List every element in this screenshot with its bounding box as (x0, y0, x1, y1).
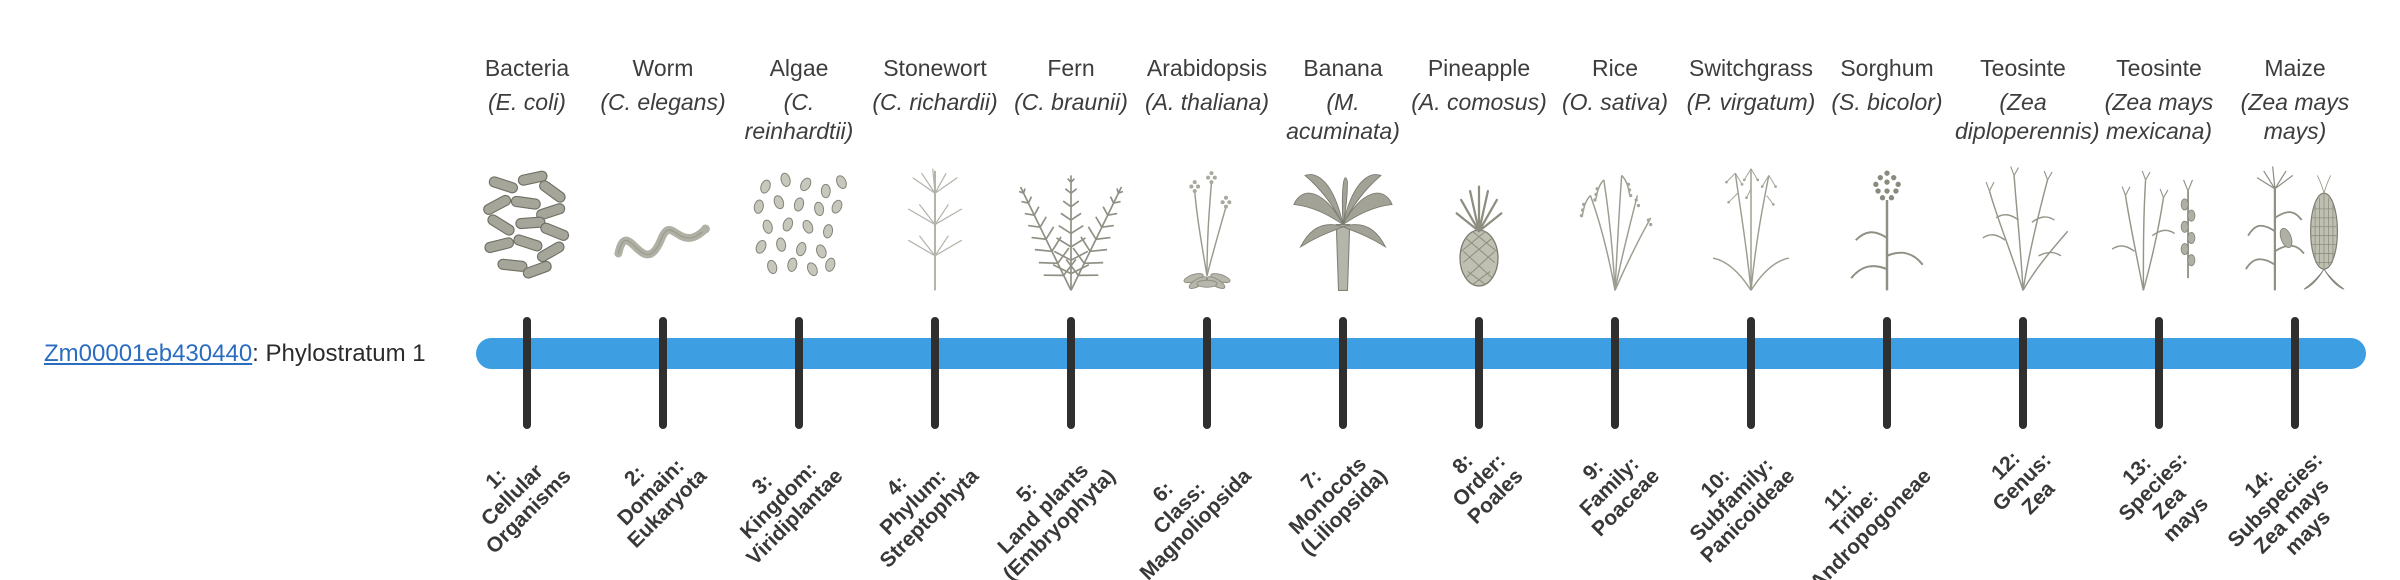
switchgrass-icon (1683, 148, 1819, 296)
fern-icon (1003, 148, 1139, 300)
species-scientific-name: (E. coli) (488, 89, 566, 115)
phylostratum-bar (476, 338, 2366, 369)
stonewort-icon (867, 148, 1003, 296)
species-common-name: Fern (1047, 55, 1095, 81)
strata-label-row: 1: Cellular Organisms 2: Domain: Eukaryo… (459, 432, 2363, 580)
species-column-arabidopsis: Arabidopsis (A. thaliana) (1139, 54, 1275, 296)
species-common-name: Worm (632, 55, 694, 81)
stratum-label-13: 13: Species: Zea mays (2114, 448, 2213, 547)
species-scientific-name: (Zea mays mexicana) (2104, 89, 2214, 144)
teosinte-diploperennis-icon (1955, 148, 2091, 296)
bacteria-icon (459, 148, 595, 296)
species-column-teosinte-diploperennis: Teosinte (Zea diploperennis) (1955, 54, 2100, 296)
stratum-label-12: 12: Genus: Zea (1986, 446, 2060, 520)
species-scientific-name: (C. reinhardtii) (744, 89, 854, 144)
gene-label: Zm00001eb430440: Phylostratum 1 (44, 338, 426, 369)
species-common-name: Pineapple (1427, 55, 1531, 81)
species-column-algae: Algae (C. reinhardtii) (731, 54, 867, 296)
phylostratum-tick-9 (1611, 317, 1619, 429)
species-scientific-name: (Zea diploperennis) (1955, 89, 2100, 144)
species-column-maize: Maize (Zea mays mays) (2227, 54, 2363, 296)
phylostratum-tick-8 (1475, 317, 1483, 429)
species-column-sorghum: Sorghum (S. bicolor) (1819, 54, 1955, 296)
stratum-label-1: 1: Cellular Organisms (477, 459, 576, 559)
worm-icon (595, 148, 731, 296)
species-common-name: Switchgrass (1689, 55, 1813, 81)
species-column-banana: Banana (M. acuminata) (1275, 54, 1411, 296)
pineapple-icon (1411, 148, 1547, 296)
gene-link[interactable]: Zm00001eb430440 (44, 340, 253, 367)
phylostratum-tick-12 (2019, 317, 2027, 429)
stratum-label-3: 3: Kingdom: Viridiplantae (736, 458, 848, 570)
stratum-label-8: 8: Order: Poales (1448, 449, 1528, 529)
species-scientific-name: (C. braunii) (1014, 89, 1128, 115)
species-scientific-name: (A. thaliana) (1144, 89, 1269, 115)
arabidopsis-icon (1139, 148, 1275, 296)
species-common-name: Bacteria (484, 55, 570, 81)
species-column-rice: Rice (O. sativa) (1547, 54, 1683, 296)
species-scientific-name: (Zea mays mays) (2240, 89, 2350, 144)
species-scientific-name: (S. bicolor) (1831, 89, 1943, 115)
phylostratum-tick-4 (931, 317, 939, 429)
banana-tree-icon (1275, 148, 1411, 296)
phylostratum-tick-5 (1067, 317, 1075, 429)
species-scientific-name: (M. acuminata) (1286, 89, 1400, 144)
species-scientific-name: (C. richardii) (872, 89, 998, 115)
species-scientific-name: (A. comosus) (1411, 89, 1547, 115)
species-column-fern: Fern (C. braunii) (1003, 54, 1139, 300)
gene-label-suffix: : Phylostratum 1 (252, 340, 426, 367)
species-common-name: Banana (1303, 55, 1383, 81)
stratum-label-9: 9: Family: Poaceae (1575, 452, 1664, 542)
species-column-teosinte-mexicana: Teosinte (Zea mays mexicana) (2091, 54, 2227, 296)
species-common-name: Stonewort (883, 55, 987, 81)
stratum-label-14: 14: Subspecies: Zea mays mays (2223, 448, 2336, 560)
species-common-name: Algae (769, 55, 829, 81)
species-column-worm: Worm (C. elegans) (595, 54, 731, 296)
stratum-label-7: 7: Monocots (Liliopsida) (1284, 452, 1392, 560)
phylostratum-tick-2 (659, 317, 667, 429)
species-common-name: Maize (2264, 55, 2326, 81)
rice-plant-icon (1547, 148, 1683, 296)
phylostratum-tick-1 (523, 317, 531, 429)
species-common-name: Sorghum (1840, 55, 1934, 81)
phylostratum-tick-7 (1339, 317, 1347, 429)
phylostratum-tick-10 (1747, 317, 1755, 429)
stratum-label-2: 2: Domain: Eukaryota (613, 454, 712, 553)
species-header-row: Bacteria (E. coli) (459, 54, 2363, 300)
phylostratum-tick-14 (2291, 317, 2299, 429)
maize-icon (2227, 148, 2363, 296)
species-scientific-name: (P. virgatum) (1686, 89, 1816, 115)
species-column-stonewort: Stonewort (C. richardii) (867, 54, 1003, 296)
species-scientific-name: (O. sativa) (1561, 89, 1669, 115)
phylostratum-tick-11 (1883, 317, 1891, 429)
species-common-name: Rice (1591, 55, 1638, 81)
species-column-switchgrass: Switchgrass (P. virgatum) (1683, 54, 1819, 296)
species-common-name: Teosinte (1980, 55, 2066, 81)
tick-row (459, 317, 2363, 429)
species-scientific-name: (C. elegans) (600, 89, 726, 115)
algae-icon (731, 148, 867, 296)
species-column-pineapple: Pineapple (A. comosus) (1411, 54, 1547, 296)
teosinte-mexicana-icon (2091, 148, 2227, 296)
sorghum-icon (1819, 148, 1955, 296)
phylostratum-tick-13 (2155, 317, 2163, 429)
species-common-name: Arabidopsis (1146, 55, 1268, 81)
phylostratum-tick-3 (795, 317, 803, 429)
species-column-bacteria: Bacteria (E. coli) (459, 54, 595, 296)
phylostratum-tick-6 (1203, 317, 1211, 429)
species-common-name: Teosinte (2116, 55, 2202, 81)
